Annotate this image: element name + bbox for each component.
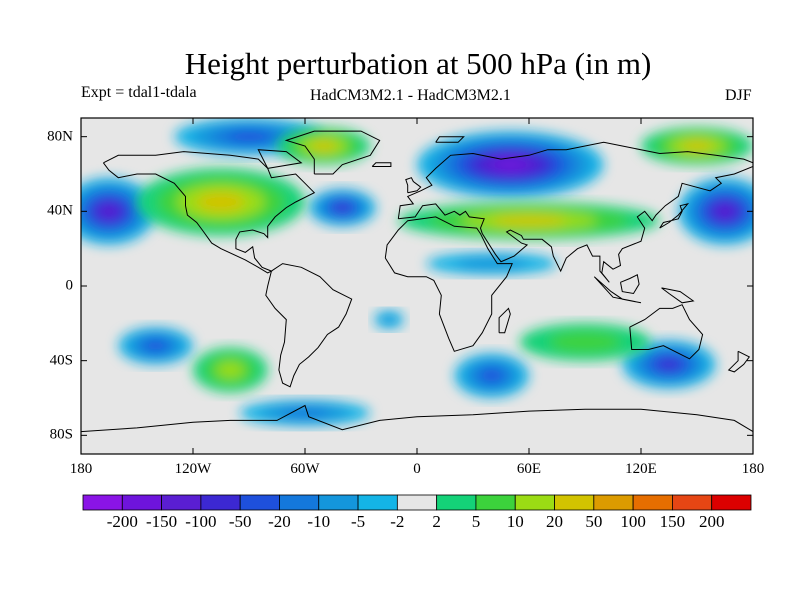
- colorbar-level-label: 50: [585, 512, 603, 531]
- coast-australia: [629, 304, 704, 360]
- contour-region-3: [308, 188, 376, 227]
- colorbar-level-label: 100: [620, 512, 646, 531]
- y-tick-label: 80N: [47, 128, 73, 145]
- coast-baffin: [257, 149, 303, 169]
- coast-eurasia: [397, 141, 753, 283]
- colorbar-swatch-11: [514, 494, 555, 511]
- colorbar-swatch-15: [672, 494, 713, 511]
- coast-antarctica: [81, 404, 753, 433]
- coastlines: [81, 130, 753, 433]
- contour-region-2: [417, 131, 604, 199]
- season-label: DJF: [725, 87, 752, 104]
- colorbar-level-label: -50: [228, 512, 252, 531]
- colorbar-swatch-4: [239, 494, 280, 511]
- coast-svalbard: [435, 136, 465, 143]
- contour-region-13: [277, 127, 371, 165]
- model-label: HadCM3M2.1 - HadCM3M2.1: [310, 87, 511, 104]
- x-tick-label: 180: [69, 461, 93, 477]
- colorbar-swatch-0: [82, 494, 123, 511]
- map-background: [81, 118, 753, 454]
- contour-region-6: [454, 353, 529, 398]
- x-tick-label: 120W: [174, 461, 212, 477]
- coast-north-america: [102, 151, 316, 274]
- contour-region-16: [519, 323, 651, 361]
- colorbar-level-label: -10: [307, 512, 331, 531]
- colorbar-swatch-3: [200, 494, 241, 511]
- contour-region-0: [81, 177, 156, 245]
- experiment-label: Expt = tdal1-tdala: [81, 84, 197, 101]
- coast-new-guinea: [661, 287, 695, 304]
- colorbar-level-label: -20: [268, 512, 291, 531]
- colorbar-level-label: 10: [506, 512, 524, 531]
- colorbar-level-label: -5: [350, 512, 366, 531]
- colorbar-swatch-7: [357, 494, 398, 511]
- contour-region-1: [678, 177, 753, 245]
- colorbar: [82, 494, 752, 511]
- contour-region-10: [426, 252, 557, 275]
- contour-region-15: [193, 347, 268, 393]
- contour-region-7: [622, 340, 716, 389]
- x-tick-label: 60W: [290, 461, 320, 477]
- coast-japan: [659, 203, 690, 229]
- x-tick-label: 180: [741, 461, 765, 477]
- colorbar-level-label: 200: [698, 512, 725, 531]
- y-tick-label: 80S: [49, 426, 73, 443]
- y-tick-label: 0: [65, 277, 74, 294]
- colorbar-level-label: -150: [145, 512, 178, 531]
- colorbar-swatch-13: [593, 494, 634, 511]
- contour-region-12: [398, 202, 660, 240]
- y-tick-label: 40S: [49, 352, 73, 369]
- colorbar-level-label: 150: [659, 512, 686, 531]
- contour-field: [81, 118, 753, 426]
- colorbar-swatch-9: [436, 494, 477, 511]
- colorbar-level-label: -2: [390, 512, 405, 531]
- colorbar-level-label: 20: [546, 512, 564, 531]
- contour-region-11: [137, 168, 305, 236]
- colorbar-swatch-10: [475, 494, 516, 511]
- x-tick-label: 0: [413, 461, 421, 477]
- colorbar-swatch-6: [318, 494, 359, 511]
- contour-region-5: [118, 327, 193, 365]
- coast-iceland: [371, 162, 392, 167]
- colorbar-swatch-12: [554, 494, 595, 511]
- colorbar-level-label: -100: [185, 512, 217, 531]
- colorbar-level-label: 5: [471, 512, 481, 531]
- coast-africa: [384, 216, 513, 352]
- coast-indonesia: [593, 276, 642, 304]
- colorbar-swatch-16: [711, 494, 752, 511]
- colorbar-swatch-14: [632, 494, 673, 511]
- coast-new-zealand: [727, 350, 751, 373]
- coast-borneo: [620, 274, 640, 295]
- coast-uk: [405, 177, 422, 194]
- contour-region-8: [239, 399, 371, 426]
- y-tick-label: 40N: [47, 202, 73, 219]
- page-title: Height perturbation at 500 hPa (in m): [184, 46, 652, 81]
- colorbar-level-label: -200: [106, 512, 138, 531]
- coast-madagascar: [498, 307, 511, 334]
- colorbar-swatch-2: [161, 494, 202, 511]
- contour-region-9: [374, 310, 404, 329]
- colorbar-swatch-5: [279, 494, 320, 511]
- contour-region-14: [641, 127, 753, 165]
- coast-south-america: [265, 263, 353, 388]
- colorbar-level-label: 2: [432, 512, 441, 531]
- x-tick-label: 60E: [516, 461, 542, 477]
- coast-greenland: [284, 130, 381, 175]
- colorbar-swatch-1: [121, 494, 162, 511]
- colorbar-swatch-8: [396, 494, 438, 511]
- x-tick-label: 120E: [625, 461, 657, 477]
- axis-ticks: [80, 118, 754, 454]
